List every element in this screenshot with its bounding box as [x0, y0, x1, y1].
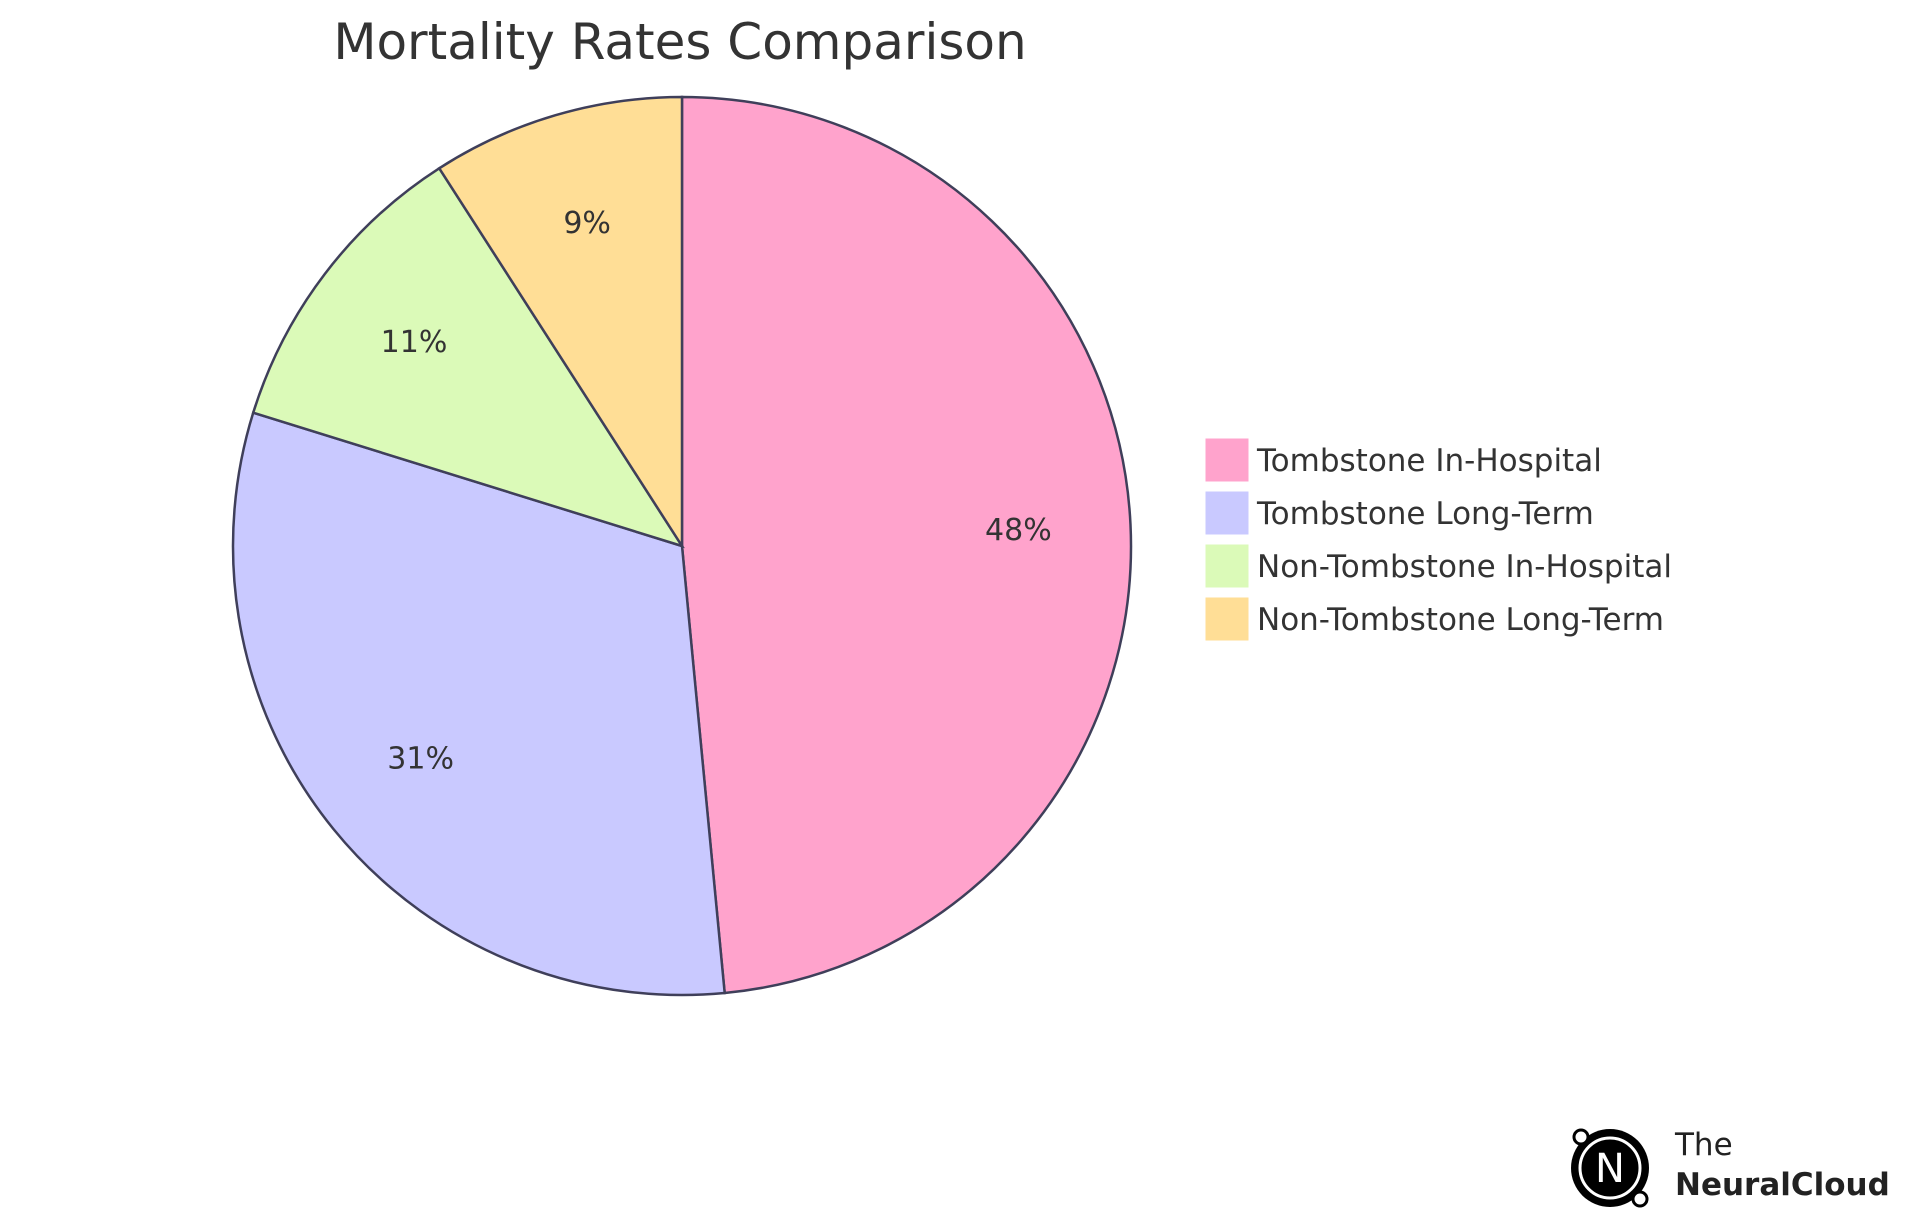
logo-letter: N	[1595, 1146, 1625, 1192]
brand-logo: N The NeuralCloud	[1571, 1127, 1890, 1208]
legend-label-3: Non-Tombstone In-Hospital	[1257, 549, 1672, 585]
slice-label-4: 9%	[563, 206, 611, 241]
slice-label-3: 11%	[381, 325, 448, 360]
logo-node-top-icon	[1572, 1128, 1590, 1146]
slice-labels: 48% 31% 11% 9%	[381, 206, 1052, 776]
legend-swatch-3	[1204, 543, 1250, 589]
brand-name-line1: The	[1674, 1127, 1733, 1163]
pie	[231, 95, 1133, 997]
logo-circle-icon	[1571, 1129, 1649, 1207]
pie-slice-3	[251, 166, 685, 549]
slice-label-2: 31%	[387, 741, 454, 776]
legend-label-4: Non-Tombstone Long-Term	[1257, 602, 1664, 638]
legend-swatch-1	[1204, 437, 1250, 483]
chart-title: Mortality Rates Comparison	[333, 13, 1026, 71]
logo-node-bottom-icon	[1631, 1190, 1649, 1208]
pie-slice-4	[437, 95, 684, 551]
pie-slice-2	[231, 411, 727, 997]
legend-swatch-2	[1204, 490, 1250, 536]
brand-name-line2: NeuralCloud	[1675, 1167, 1890, 1203]
slice-label-1: 48%	[985, 513, 1052, 548]
legend-label-1: Tombstone In-Hospital	[1256, 443, 1602, 479]
logo-inner-ring-icon	[1578, 1136, 1642, 1200]
legend-swatch-4	[1204, 596, 1250, 642]
legend: Tombstone In-Hospital Tombstone Long-Term…	[1204, 437, 1672, 642]
pie-slice-1	[680, 95, 1133, 995]
legend-label-2: Tombstone Long-Term	[1256, 496, 1594, 532]
